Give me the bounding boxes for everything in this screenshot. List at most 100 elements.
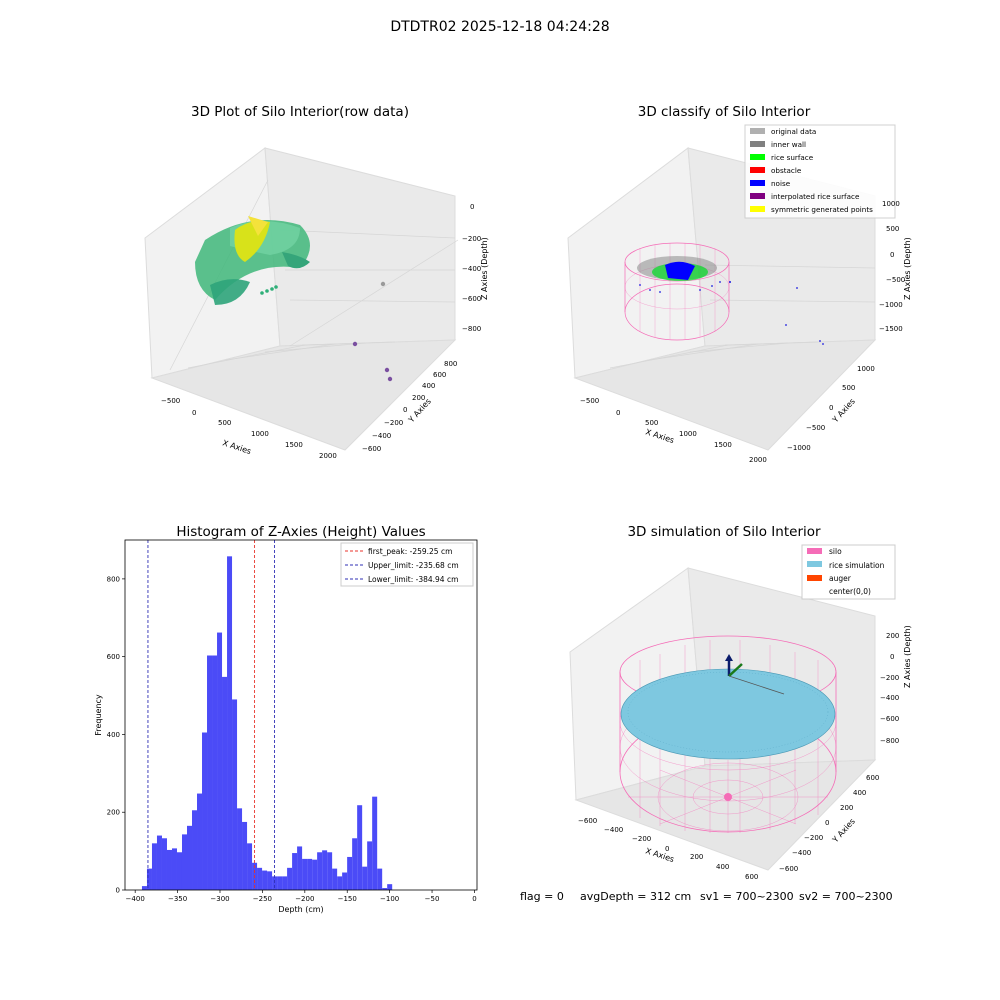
raw-z-ticks: −800 −600 −400 −200 0 (462, 203, 481, 333)
raw-plot-title: 3D Plot of Silo Interior(row data) (191, 104, 409, 120)
legend-label-noise: noise (771, 179, 791, 188)
histogram-bar (377, 868, 383, 890)
raw-y-tick: 600 (433, 371, 446, 379)
histogram-bar (362, 866, 368, 890)
raw-y-tick: 400 (422, 382, 435, 390)
classify-z-tick: 0 (890, 251, 894, 259)
raw-x-tick: 0 (192, 409, 196, 417)
simulation-plot-title: 3D simulation of Silo Interior (627, 524, 821, 540)
histogram-bars (141, 556, 393, 890)
legend-swatch-symmetric (750, 206, 765, 212)
raw-z-tick: −400 (462, 265, 481, 273)
legend-label-symmetric: symmetric generated points (771, 205, 873, 214)
histogram-reference-lines (147, 540, 276, 890)
histogram-bar (146, 868, 152, 890)
legend-label-rice-simulation: rice simulation (829, 561, 885, 570)
histogram-bar (207, 655, 213, 890)
raw-y-tick: −600 (362, 445, 381, 453)
histogram-bar (322, 850, 328, 890)
histogram-y-tick-label: 400 (107, 731, 120, 739)
histogram-bar (171, 848, 177, 890)
histogram-bar (272, 876, 278, 890)
histogram-bar (242, 821, 248, 890)
histogram-bar (212, 655, 218, 890)
classify-y-tick: −500 (806, 424, 825, 432)
raw-y-tick: 0 (403, 406, 407, 414)
histogram-bar (222, 676, 228, 890)
classify-x-tick: 2000 (749, 456, 767, 464)
histogram-y-ticks: 0 200 400 600 800 (107, 575, 125, 895)
simulation-legend: silo rice simulation auger center(0,0) (801, 544, 896, 600)
histogram-bar (176, 852, 182, 890)
legend-swatch-inner-wall (750, 141, 765, 147)
raw-z-axis-label: Z Axies (Depth) (480, 237, 489, 300)
simulation-z-ticks: −800 −600 −400 −200 0 200 (880, 632, 899, 745)
raw-outlier (352, 341, 358, 347)
legend-label-original: original data (771, 127, 816, 136)
histogram-bar (297, 846, 303, 890)
histogram-bar (387, 884, 393, 890)
legend-label-upper-limit: Upper_limit: -235.68 cm (368, 561, 459, 570)
simulation-z-tick: −200 (880, 674, 899, 682)
simulation-rice-surface (620, 668, 836, 760)
simulation-y-tick: 600 (866, 774, 879, 782)
legend-swatch-rice-simulation (807, 561, 822, 567)
simulation-x-tick: −200 (632, 835, 651, 843)
raw-outlier (384, 367, 390, 373)
histogram-title: Histogram of Z-Axies (Height) Values (176, 524, 425, 540)
footer-flag: flag = 0 (520, 890, 564, 903)
classify-y-tick: 1000 (857, 365, 875, 373)
simulation-auger (725, 654, 785, 695)
classify-z-ticks: −1500 −1000 −500 0 500 1000 (879, 200, 905, 333)
classify-y-tick: 500 (842, 384, 855, 392)
classify-x-axis-label: X Axies (644, 427, 675, 445)
raw-y-ticks: −600 −400 −200 0 200 400 600 800 (362, 360, 457, 453)
classify-z-tick: −1000 (879, 301, 903, 309)
histogram-bar (202, 732, 208, 890)
simulation-z-tick: 200 (886, 632, 899, 640)
raw-x-ticks: −500 0 500 1000 1500 2000 (161, 397, 337, 460)
histogram-bar (317, 852, 323, 890)
raw-outlier (387, 376, 393, 382)
raw-y-tick: −400 (372, 432, 391, 440)
histogram-x-tick-label: −350 (168, 895, 187, 903)
legend-label-rice-surface: rice surface (771, 153, 814, 162)
histogram-bar (197, 793, 203, 890)
simulation-z-tick: −600 (880, 715, 899, 723)
raw-y-tick: 800 (444, 360, 457, 368)
histogram-bar (292, 853, 298, 890)
simulation-x-tick: 200 (690, 853, 703, 861)
raw-x-tick: 1000 (251, 430, 269, 438)
simulation-y-tick: −600 (779, 865, 798, 873)
histogram-bar (161, 838, 167, 890)
legend-label-inner-wall: inner wall (771, 140, 806, 149)
histogram-bar (337, 876, 343, 890)
histogram-x-tick-label: −50 (425, 895, 440, 903)
classify-x-ticks: −500 0 500 1000 1500 2000 (580, 397, 767, 464)
classify-y-axis-label: Y Axies (830, 397, 857, 425)
panel-simulation: 3D simulation of Silo Interior (569, 524, 912, 881)
histogram-bar (151, 843, 157, 890)
classify-x-tick: 1500 (714, 441, 732, 449)
legend-swatch-auger (807, 575, 822, 581)
histogram-y-axis-label: Frequency (94, 694, 103, 736)
legend-label-auger: auger (829, 574, 852, 583)
simulation-y-tick: 0 (825, 819, 829, 827)
legend-swatch-noise (750, 180, 765, 186)
histogram-bar (227, 556, 233, 890)
histogram-y-tick-label: 800 (107, 575, 120, 583)
legend-swatch-original (750, 128, 765, 134)
legend-label-obstacle: obstacle (771, 166, 802, 175)
histogram-bar (257, 867, 263, 890)
legend-label-center: center(0,0) (829, 587, 871, 596)
simulation-x-axis-label: X Axies (644, 846, 675, 864)
legend-swatch-silo (807, 548, 822, 554)
figure-suptitle: DTDTR02 2025-12-18 04:24:28 (390, 19, 609, 35)
raw-x-tick: −500 (161, 397, 180, 405)
histogram-y-tick-label: 200 (107, 809, 120, 817)
raw-z-tick: 0 (470, 203, 474, 211)
simulation-y-tick: −400 (792, 849, 811, 857)
panel-raw-data: 3D Plot of Silo Interior(row data) (144, 104, 489, 460)
simulation-y-ticks: −600 −400 −200 0 200 400 600 (779, 774, 879, 873)
histogram-x-axis-label: Depth (cm) (278, 905, 323, 914)
